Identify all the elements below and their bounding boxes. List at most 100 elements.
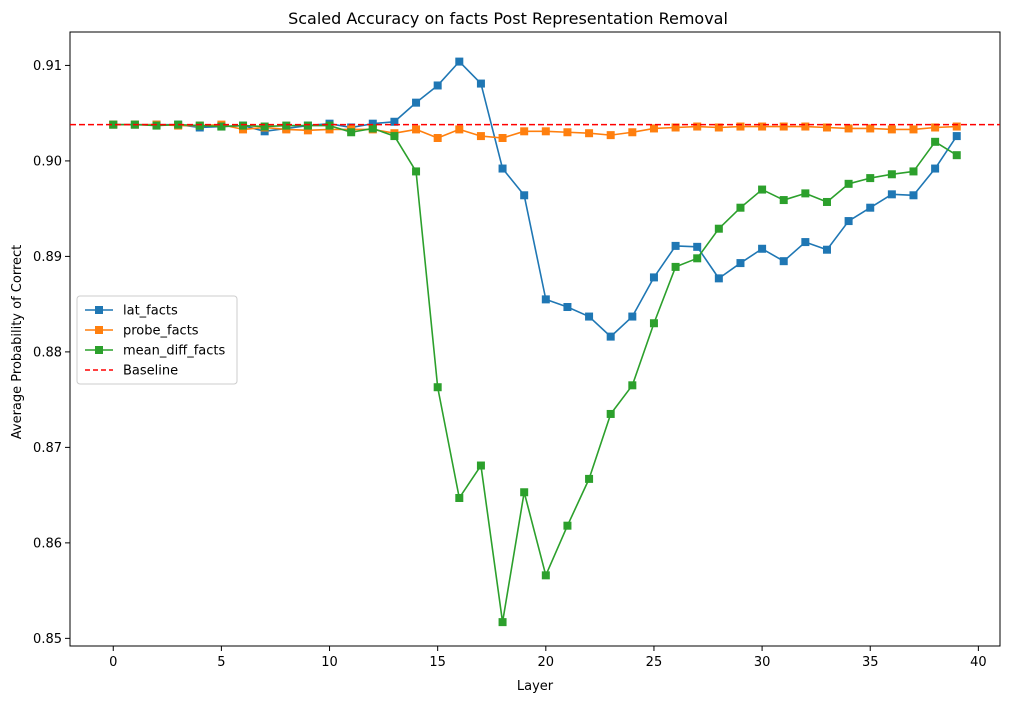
data-point-lat_facts <box>563 303 572 312</box>
x-axis-label: Layer <box>517 679 554 694</box>
data-point-mean_diff_facts <box>585 474 594 483</box>
x-tick-label: 5 <box>217 655 225 670</box>
data-point-mean_diff_facts <box>325 121 334 130</box>
data-point-mean_diff_facts <box>455 493 464 502</box>
data-point-mean_diff_facts <box>931 137 940 146</box>
data-point-mean_diff_facts <box>541 571 550 580</box>
y-tick-label: 0.91 <box>33 59 62 74</box>
data-point-probe_facts <box>866 124 875 133</box>
data-point-lat_facts <box>866 203 875 212</box>
y-tick-label: 0.90 <box>33 154 62 169</box>
plot-area: 0 5 10 15 20 25 30 35 40 0.85 0.86 0.87 0.88 0.89 0.90… <box>33 31 1001 670</box>
data-point-lat_facts <box>368 119 377 128</box>
x-tick-label: 30 <box>754 655 771 670</box>
y-tick-label: 0.89 <box>33 250 62 265</box>
data-point-mean_diff_facts <box>822 197 831 206</box>
data-point-probe_facts <box>779 122 788 131</box>
x-tick-label: 0 <box>109 655 117 670</box>
data-point-lat_facts <box>801 238 810 247</box>
data-point-mean_diff_facts <box>649 319 658 328</box>
data-point-probe_facts <box>649 124 658 133</box>
series-group <box>109 57 961 627</box>
data-point-lat_facts <box>822 245 831 254</box>
legend-marker-probe_facts <box>95 326 103 334</box>
data-point-lat_facts <box>628 312 637 321</box>
data-point-probe_facts <box>714 123 723 132</box>
data-point-lat_facts <box>585 312 594 321</box>
data-point-mean_diff_facts <box>282 121 291 130</box>
data-point-lat_facts <box>931 164 940 173</box>
data-point-mean_diff_facts <box>563 521 572 530</box>
data-point-lat_facts <box>433 81 442 90</box>
data-point-lat_facts <box>390 117 399 126</box>
legend-marker-lat_facts <box>95 306 103 314</box>
data-point-probe_facts <box>909 125 918 134</box>
data-point-mean_diff_facts <box>217 122 226 131</box>
data-point-probe_facts <box>931 123 940 132</box>
data-point-mean_diff_facts <box>498 618 507 627</box>
y-tick-label: 0.87 <box>33 441 62 456</box>
data-point-mean_diff_facts <box>714 224 723 233</box>
data-point-mean_diff_facts <box>736 203 745 212</box>
legend-box <box>76 295 238 385</box>
x-tick-label: 20 <box>538 655 555 670</box>
x-tick-label: 10 <box>321 655 338 670</box>
data-point-lat_facts <box>671 241 680 250</box>
data-point-mean_diff_facts <box>952 151 961 160</box>
data-point-lat_facts <box>758 244 767 253</box>
data-point-lat_facts <box>455 57 464 66</box>
data-point-mean_diff_facts <box>433 383 442 392</box>
data-point-mean_diff_facts <box>152 121 161 130</box>
data-point-lat_facts <box>476 79 485 88</box>
data-point-probe_facts <box>671 123 680 132</box>
data-point-mean_diff_facts <box>390 132 399 141</box>
data-point-lat_facts <box>541 295 550 304</box>
data-point-mean_diff_facts <box>909 167 918 176</box>
data-point-lat_facts <box>498 164 507 173</box>
data-point-probe_facts <box>844 124 853 133</box>
legend: lat_facts probe_facts mean_diff_facts Basel… <box>76 295 238 385</box>
data-point-probe_facts <box>498 133 507 142</box>
data-point-probe_facts <box>412 125 421 134</box>
data-point-mean_diff_facts <box>628 381 637 390</box>
data-point-mean_diff_facts <box>412 167 421 176</box>
data-point-lat_facts <box>844 217 853 226</box>
data-point-mean_diff_facts <box>109 120 118 129</box>
data-point-probe_facts <box>476 132 485 141</box>
data-point-mean_diff_facts <box>520 488 529 497</box>
y-tick-label: 0.86 <box>33 536 62 551</box>
data-point-mean_diff_facts <box>779 196 788 205</box>
x-tick-label: 25 <box>646 655 663 670</box>
data-point-lat_facts <box>714 274 723 283</box>
data-point-probe_facts <box>628 128 637 137</box>
data-point-mean_diff_facts <box>476 461 485 470</box>
x-tick-label: 15 <box>429 655 446 670</box>
data-point-probe_facts <box>585 129 594 138</box>
series-line-probe_facts <box>113 123 957 139</box>
data-point-probe_facts <box>693 122 702 131</box>
data-point-lat_facts <box>909 191 918 200</box>
data-point-mean_diff_facts <box>758 185 767 194</box>
y-tick-label: 0.85 <box>33 632 62 647</box>
data-point-probe_facts <box>606 131 615 140</box>
data-point-lat_facts <box>736 259 745 268</box>
chart-title: Scaled Accuracy on facts Post Representa… <box>288 9 728 28</box>
legend-label-Baseline: Baseline <box>123 364 178 379</box>
legend-label-probe_facts: probe_facts <box>123 324 199 339</box>
data-point-probe_facts <box>952 122 961 131</box>
data-point-mean_diff_facts <box>693 254 702 263</box>
data-point-mean_diff_facts <box>887 170 896 179</box>
legend-label-mean_diff_facts: mean_diff_facts <box>123 344 225 359</box>
data-point-probe_facts <box>520 127 529 136</box>
y-axis-label: Average Probability of Correct <box>10 245 25 439</box>
data-point-probe_facts <box>758 122 767 131</box>
x-tick-label: 35 <box>862 655 879 670</box>
legend-marker-mean_diff_facts <box>95 346 103 354</box>
data-point-probe_facts <box>433 133 442 142</box>
data-point-lat_facts <box>779 257 788 266</box>
data-point-mean_diff_facts <box>844 179 853 188</box>
data-point-mean_diff_facts <box>195 121 204 130</box>
data-point-lat_facts <box>649 273 658 282</box>
data-point-lat_facts <box>412 98 421 107</box>
data-point-mean_diff_facts <box>801 189 810 198</box>
